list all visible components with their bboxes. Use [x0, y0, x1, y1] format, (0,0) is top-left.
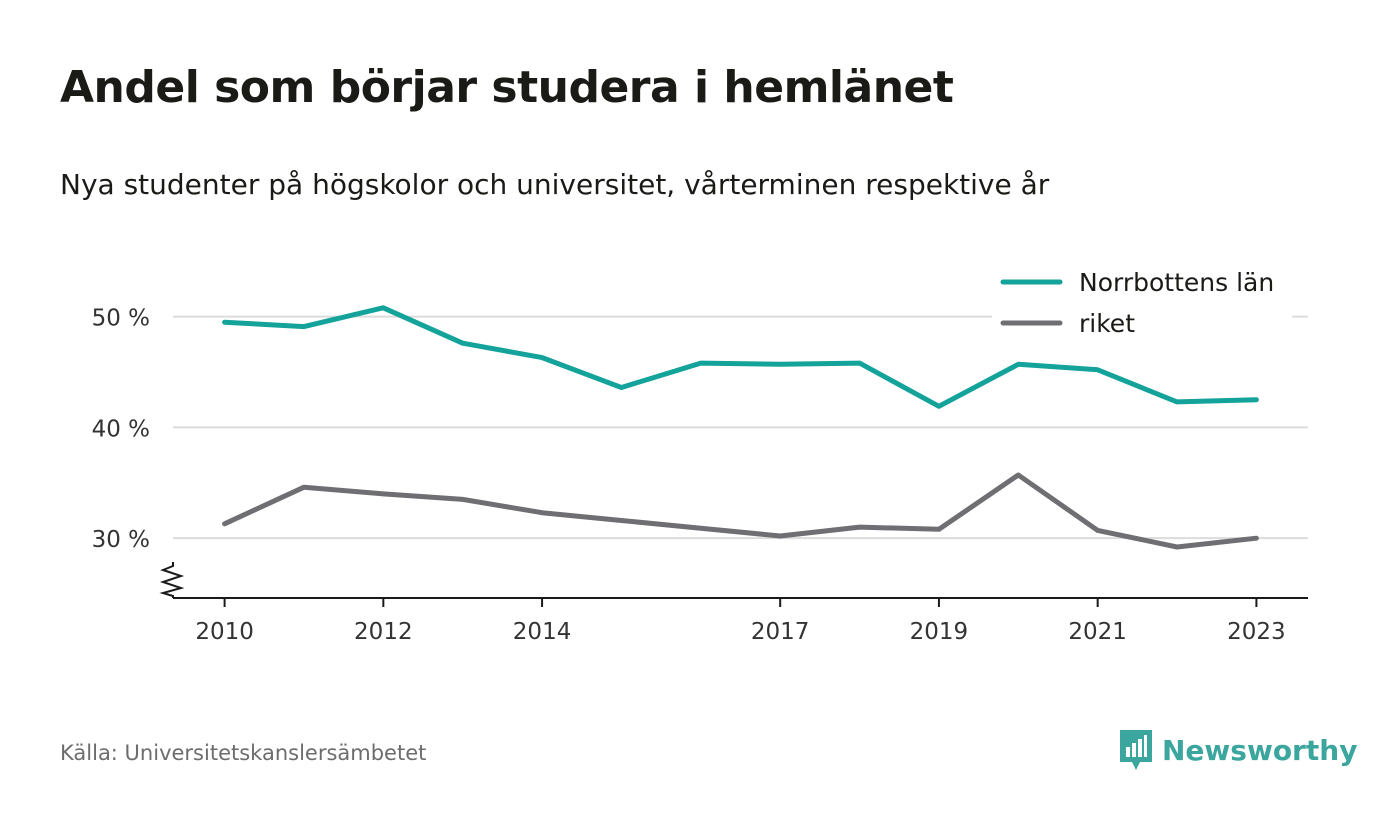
- series-lines: [222, 305, 1259, 550]
- legend-label: riket: [1079, 309, 1135, 338]
- y-tick-label: 30 %: [92, 527, 150, 553]
- y-tick-label: 40 %: [92, 416, 150, 442]
- x-tick-label: 2023: [1227, 619, 1286, 645]
- x-tick-label: 2017: [751, 619, 810, 645]
- x-tick-label: 2014: [513, 619, 572, 645]
- chart-title: Andel som börjar studera i hemlänet: [60, 62, 954, 113]
- x-tick-label: 2021: [1068, 619, 1127, 645]
- x-tick-label: 2019: [910, 619, 969, 645]
- y-axis-break: [159, 562, 185, 598]
- legend: Norrbottens län riket: [992, 262, 1292, 342]
- chart-subtitle: Nya studenter på högskolor och universit…: [60, 168, 1050, 201]
- y-tick-label: 50 %: [92, 306, 150, 332]
- x-tick-label: 2010: [195, 619, 254, 645]
- axes: 30 % 40 % 50 % 2010 2012 2014 2017 2019 2021 2023: [92, 306, 1308, 645]
- x-tick-label: 2012: [354, 619, 413, 645]
- grid-lines: [173, 315, 1308, 540]
- series-line-norrbottens-lan: [222, 305, 1259, 409]
- brand-logo: Newsworthy: [1118, 728, 1357, 772]
- legend-label: Norrbottens län: [1079, 268, 1274, 297]
- series-line-riket: [222, 472, 1259, 550]
- legend-background: [992, 262, 1292, 342]
- newsworthy-logo-icon: [1120, 730, 1152, 770]
- source-note: Källa: Universitetskanslersämbetet: [60, 741, 427, 765]
- brand-name: Newsworthy: [1162, 733, 1358, 767]
